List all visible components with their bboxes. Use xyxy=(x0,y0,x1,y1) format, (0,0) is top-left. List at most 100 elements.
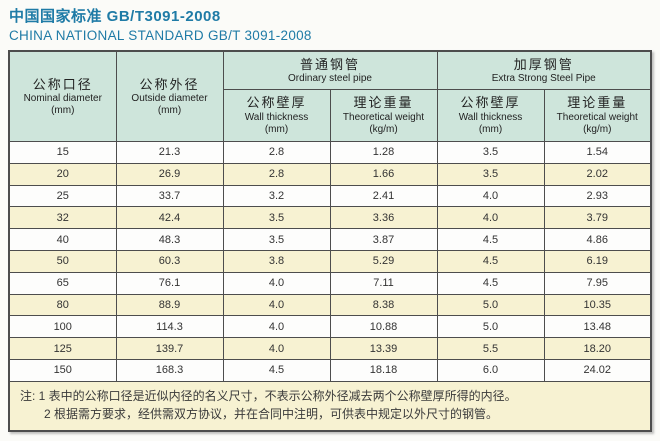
table-row: 25 33.7 3.2 2.41 4.0 2.93 xyxy=(8,184,652,208)
extra-wall-thickness-zh: 公称壁厚 xyxy=(460,95,521,111)
extra-strong-group-en: Extra Strong Steel Pipe xyxy=(491,72,596,84)
table-cell: 80 xyxy=(8,293,117,317)
ordinary-wall-thickness-zh: 公称壁厚 xyxy=(246,95,307,111)
table-cell: 2.93 xyxy=(543,184,652,208)
table-cell: 4.0 xyxy=(436,206,545,230)
extra-theoretical-weight-zh: 理论重量 xyxy=(567,95,628,111)
table-cell: 5.0 xyxy=(436,293,545,317)
table-cell: 4.0 xyxy=(222,271,331,295)
header-group-row: 公称口径 Nominal diameter (mm) 公称外径 Outside … xyxy=(8,50,652,142)
table-cell: 4.86 xyxy=(543,228,652,251)
table-row: 80 88.9 4.0 8.38 5.0 10.35 xyxy=(8,293,652,317)
table-cell: 4.5 xyxy=(436,271,545,295)
table-cell: 20 xyxy=(8,162,117,186)
table-row: 40 48.3 3.5 3.87 4.5 4.86 xyxy=(8,228,652,251)
pipe-spec-table: 公称口径 Nominal diameter (mm) 公称外径 Outside … xyxy=(8,50,652,432)
col-header-outside-diameter: 公称外径 Outside diameter (mm) xyxy=(115,50,224,142)
table-cell: 25 xyxy=(8,184,117,208)
table-footer: 注: 1 表中的公称口径是近似内径的名义尺寸，不表示公称外径减去两个公称壁厚所得… xyxy=(8,380,652,432)
table-row: 125 139.7 4.0 13.39 5.5 18.20 xyxy=(8,337,652,360)
table-header: 公称口径 Nominal diameter (mm) 公称外径 Outside … xyxy=(8,50,652,142)
ordinary-wall-thickness-unit: (mm) xyxy=(264,123,289,135)
table-cell: 8.38 xyxy=(329,293,438,317)
extra-strong-group-zh: 加厚钢管 xyxy=(513,56,574,72)
table-cell: 4.5 xyxy=(436,249,545,273)
table-cell: 5.29 xyxy=(329,249,438,273)
title-block: 中国国家标准 GB/T3091-2008 CHINA NATIONAL STAN… xyxy=(0,0,660,45)
table-cell: 65 xyxy=(8,271,117,295)
table-cell: 1.66 xyxy=(329,162,438,186)
table-row: 20 26.9 2.8 1.66 3.5 2.02 xyxy=(8,162,652,186)
ordinary-wall-thickness-en: Wall thickness xyxy=(244,111,309,123)
table-cell: 3.79 xyxy=(543,206,652,230)
table-cell: 168.3 xyxy=(115,358,224,382)
table-cell: 48.3 xyxy=(115,228,224,251)
table-cell: 33.7 xyxy=(115,184,224,208)
title-chinese: 中国国家标准 GB/T3091-2008 xyxy=(9,8,221,25)
table-cell: 40 xyxy=(8,228,117,251)
outside-diameter-unit: (mm) xyxy=(157,104,182,116)
notes-row: 注: 1 表中的公称口径是近似内径的名义尺寸，不表示公称外径减去两个公称壁厚所得… xyxy=(8,380,652,432)
outside-diameter-zh: 公称外径 xyxy=(139,76,200,92)
table-cell: 2.02 xyxy=(543,162,652,186)
table-cell: 4.0 xyxy=(222,293,331,317)
table-cell: 1.28 xyxy=(329,140,438,164)
nominal-diameter-unit: (mm) xyxy=(51,104,75,116)
ordinary-theoretical-weight-zh: 理论重量 xyxy=(353,95,414,111)
table-cell: 60.3 xyxy=(115,249,224,273)
table-cell: 88.9 xyxy=(115,293,224,317)
note-line-1: 注: 1 表中的公称口径是近似内径的名义尺寸，不表示公称外径减去两个公称壁厚所得… xyxy=(20,388,517,403)
table-cell: 10.35 xyxy=(543,293,652,317)
table-cell: 3.2 xyxy=(222,184,331,208)
table-row: 32 42.4 3.5 3.36 4.0 3.79 xyxy=(8,206,652,230)
extra-wall-thickness-en: Wall thickness xyxy=(458,111,523,123)
table-cell: 3.8 xyxy=(222,249,331,273)
table-cell: 4.0 xyxy=(436,184,545,208)
col-header-ordinary-wall-thickness: 公称壁厚 Wall thickness (mm) xyxy=(222,88,331,142)
table-cell: 6.0 xyxy=(436,358,545,382)
col-header-extra-theoretical-weight: 理论重量 Theoretical weight (kg/m) xyxy=(543,88,652,142)
table-cell: 3.87 xyxy=(329,228,438,251)
table-row: 150 168.3 4.5 18.18 6.0 24.02 xyxy=(8,358,652,382)
col-header-extra-wall-thickness: 公称壁厚 Wall thickness (mm) xyxy=(436,88,545,142)
table-cell: 10.88 xyxy=(329,315,438,339)
table-cell: 100 xyxy=(8,315,117,339)
table-cell: 6.19 xyxy=(543,249,652,273)
nominal-diameter-zh: 公称口径 xyxy=(32,76,93,92)
table-cell: 4.5 xyxy=(222,358,331,382)
table-cell: 7.11 xyxy=(329,271,438,295)
table-row: 15 21.3 2.8 1.28 3.5 1.54 xyxy=(8,140,652,164)
table-cell: 18.18 xyxy=(329,358,438,382)
ordinary-group-en: Ordinary steel pipe xyxy=(288,72,372,84)
table-cell: 4.5 xyxy=(436,228,545,251)
table-row: 50 60.3 3.8 5.29 4.5 6.19 xyxy=(8,249,652,273)
col-header-ordinary-theoretical-weight: 理论重量 Theoretical weight (kg/m) xyxy=(329,88,438,142)
table-cell: 3.5 xyxy=(436,162,545,186)
table-row: 65 76.1 4.0 7.11 4.5 7.95 xyxy=(8,271,652,295)
extra-theoretical-weight-unit: (kg/m) xyxy=(583,123,612,135)
table-cell: 3.5 xyxy=(436,140,545,164)
table-cell: 15 xyxy=(8,140,117,164)
notes-cell: 注: 1 表中的公称口径是近似内径的名义尺寸，不表示公称外径减去两个公称壁厚所得… xyxy=(8,380,652,432)
table-cell: 18.20 xyxy=(543,337,652,360)
table-cell: 3.5 xyxy=(222,228,331,251)
table-cell: 26.9 xyxy=(115,162,224,186)
table-cell: 13.39 xyxy=(329,337,438,360)
table-cell: 24.02 xyxy=(543,358,652,382)
table-cell: 114.3 xyxy=(115,315,224,339)
title-english: CHINA NATIONAL STANDARD GB/T 3091-2008 xyxy=(9,28,312,44)
table-cell: 150 xyxy=(8,358,117,382)
table-cell: 21.3 xyxy=(115,140,224,164)
col-header-nominal-diameter: 公称口径 Nominal diameter (mm) xyxy=(8,50,117,142)
table-cell: 5.5 xyxy=(436,337,545,360)
table-cell: 2.8 xyxy=(222,140,331,164)
nominal-diameter-en: Nominal diameter xyxy=(23,92,102,104)
table-cell: 5.0 xyxy=(436,315,545,339)
table-cell: 139.7 xyxy=(115,337,224,360)
table-cell: 7.95 xyxy=(543,271,652,295)
table-cell: 3.5 xyxy=(222,206,331,230)
ordinary-theoretical-weight-unit: (kg/m) xyxy=(369,123,398,135)
extra-theoretical-weight-en: Theoretical weight xyxy=(556,111,638,123)
ordinary-group-zh: 普通钢管 xyxy=(299,56,360,72)
